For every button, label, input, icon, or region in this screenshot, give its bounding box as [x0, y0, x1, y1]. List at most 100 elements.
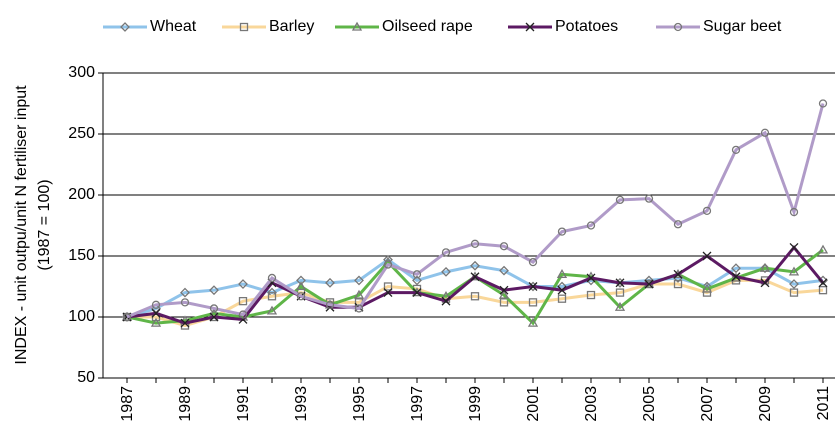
marker	[557, 285, 567, 295]
y-tick-label: 50	[77, 369, 95, 386]
legend-label: Oilseed rape	[382, 18, 473, 35]
x-tick-label: 1995	[351, 386, 368, 422]
marker	[701, 283, 713, 293]
x-tick-label: 2005	[641, 386, 658, 422]
marker	[470, 260, 480, 271]
marker	[818, 278, 828, 288]
marker	[296, 292, 306, 301]
marker	[383, 260, 393, 269]
y-axis-title: (1987 = 100)	[36, 179, 53, 270]
marker	[441, 296, 451, 306]
marker	[353, 289, 365, 299]
series	[122, 99, 828, 322]
marker	[644, 194, 654, 203]
marker	[383, 288, 393, 298]
marker	[702, 251, 712, 261]
marker	[470, 292, 480, 301]
marker	[325, 277, 335, 288]
marker	[412, 288, 422, 298]
marker	[615, 278, 625, 288]
x-label-group: 2007	[699, 386, 716, 422]
marker	[702, 206, 712, 216]
x-tick-label: 1999	[467, 386, 484, 422]
x-label-group: 1989	[177, 386, 194, 422]
legend-marker	[120, 22, 130, 32]
legend-label: Wheat	[150, 18, 197, 35]
marker	[412, 270, 422, 279]
x-label-group: 2009	[757, 386, 774, 422]
marker	[556, 268, 568, 278]
marker	[498, 289, 510, 299]
marker	[470, 272, 480, 282]
marker	[499, 298, 509, 307]
marker	[528, 257, 538, 267]
x-tick-label: 2011	[815, 386, 832, 421]
legend-marker	[239, 22, 249, 32]
x-label-group: 1987	[119, 386, 136, 422]
legend-label: Potatoes	[555, 18, 618, 35]
marker	[354, 304, 364, 313]
marker	[789, 279, 799, 289]
x-label-group: 2001	[525, 386, 542, 422]
x-label-group: 1997	[409, 386, 426, 422]
marker	[267, 292, 277, 301]
marker	[180, 318, 190, 328]
x-tick-label: 1989	[177, 386, 194, 422]
marker	[180, 287, 190, 298]
marker	[267, 273, 277, 283]
x-tick-label: 1997	[409, 386, 426, 422]
marker	[151, 308, 161, 318]
marker	[209, 304, 219, 313]
marker	[615, 288, 625, 297]
series-line	[126, 257, 824, 319]
x-label-group: 1993	[293, 386, 310, 422]
marker	[557, 227, 567, 236]
marker	[296, 275, 306, 286]
x-tick-label: 2007	[699, 386, 716, 422]
x-label-group: 1999	[467, 386, 484, 422]
marker	[499, 265, 509, 276]
marker	[266, 305, 278, 315]
marker	[557, 294, 567, 303]
y-tick-label: 300	[68, 64, 95, 81]
marker	[209, 285, 219, 296]
legend-marker	[673, 22, 683, 32]
marker	[528, 282, 538, 291]
marker	[238, 296, 248, 306]
marker	[295, 281, 307, 291]
x-tick-label: 1993	[293, 386, 310, 422]
legend-marker	[525, 22, 535, 32]
marker	[586, 273, 596, 283]
y-tick-label: 150	[68, 247, 95, 264]
marker	[673, 269, 683, 279]
marker	[412, 275, 422, 286]
marker	[151, 300, 161, 309]
marker	[528, 281, 538, 292]
marker	[354, 275, 364, 286]
marker	[817, 244, 829, 254]
x-label-group: 2011	[815, 386, 832, 421]
marker	[238, 310, 248, 319]
marker	[731, 272, 741, 282]
marker	[499, 242, 509, 251]
marker	[818, 99, 828, 108]
x-tick-label: 2001	[525, 386, 542, 422]
marker	[614, 301, 626, 311]
marker	[615, 195, 625, 205]
marker	[760, 128, 770, 137]
marker	[586, 221, 596, 230]
marker	[325, 300, 335, 309]
marker	[180, 298, 190, 307]
marker	[731, 145, 741, 155]
x-label-group: 2005	[641, 386, 658, 422]
y-tick-label: 200	[68, 186, 95, 203]
marker	[383, 282, 393, 291]
marker	[789, 207, 799, 217]
series-line	[127, 278, 824, 328]
x-label-group: 1991	[235, 386, 252, 422]
marker	[759, 262, 771, 272]
y-tick-label: 250	[68, 125, 95, 142]
y-axis-title: INDEX - unit outpu/unit N fertiliser inp…	[13, 85, 30, 365]
y-title-group: INDEX - unit outpu/unit N fertiliser inp…	[13, 85, 30, 365]
